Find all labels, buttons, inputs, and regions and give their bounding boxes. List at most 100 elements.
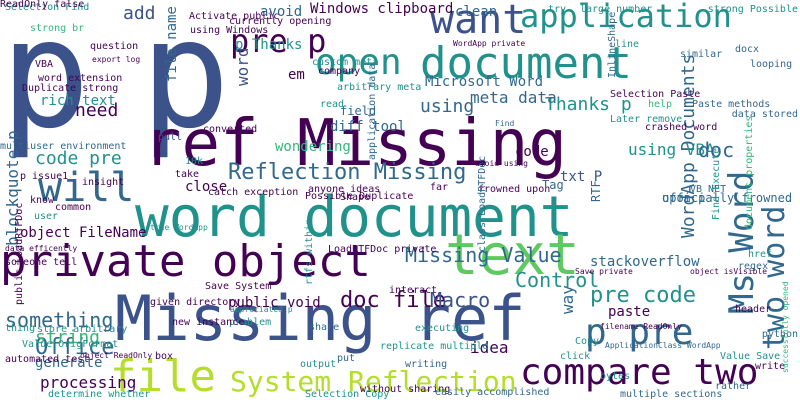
- cloud-word-similar: similar: [680, 49, 723, 60]
- cloud-word-appreciated-p: appreciated p: [230, 305, 293, 314]
- cloud-word-generate: generate: [35, 355, 103, 371]
- cloud-word-true-wordapp: true WordApp: [150, 223, 208, 232]
- cloud-word-doc: doc: [698, 138, 735, 162]
- cloud-word-control: Control: [515, 268, 600, 292]
- cloud-word-clean: clean: [455, 4, 498, 20]
- cloud-word-crashed-word: crashed word: [645, 122, 718, 133]
- cloud-word-given-directory: given directory: [150, 297, 241, 308]
- cloud-word-python: python: [761, 329, 798, 340]
- cloud-word-try: try: [548, 4, 567, 15]
- cloud-word-problem: problem: [229, 317, 272, 328]
- cloud-word-converted: converted: [203, 124, 258, 135]
- cloud-word-using: using: [420, 96, 475, 117]
- cloud-word-activate-public: Activate public: [189, 11, 280, 22]
- cloud-word-bytes: bytes: [600, 371, 631, 382]
- cloud-word-writing: writing: [405, 359, 448, 370]
- cloud-word-write: write: [755, 361, 786, 372]
- cloud-word-office: Office: [35, 335, 115, 360]
- cloud-word-rather: rather: [715, 381, 752, 392]
- cloud-word-p-issue1: p issue1: [20, 171, 69, 182]
- cloud-word-box: box: [155, 351, 174, 362]
- cloud-word-new-instance: new instance: [172, 317, 245, 328]
- cloud-word-strong-possible: strong Possible: [707, 4, 798, 15]
- cloud-word-idea: idea: [470, 338, 509, 357]
- cloud-word-put: put: [337, 353, 356, 364]
- cloud-word-meta-data: meta data: [470, 88, 557, 107]
- cloud-word-selection-find: Selection Find: [5, 2, 90, 13]
- cloud-word-private-object: private object: [0, 236, 371, 287]
- cloud-word-add: add: [123, 3, 156, 24]
- cloud-word-upon-p: upon p: [662, 191, 706, 205]
- cloud-word-need: need: [75, 100, 119, 121]
- cloud-word-compare-two: compare two: [520, 352, 759, 393]
- cloud-word-share: share: [309, 322, 340, 333]
- cloud-word-want: want: [430, 0, 527, 43]
- cloud-word-word-document: word document: [135, 185, 574, 250]
- cloud-word-possible-duplicate: Possible Duplicate: [305, 191, 414, 202]
- cloud-word-store-arbitrary: store arbitrary: [37, 324, 128, 335]
- cloud-word-avoid: avoid: [260, 4, 303, 20]
- cloud-word-selection-paste: Selection Paste: [610, 89, 701, 100]
- cloud-word-document-properties: document properties: [744, 115, 755, 230]
- cloud-word-save-private: Save private: [575, 267, 633, 276]
- cloud-word-inlineshape: InlineShape: [607, 11, 618, 78]
- cloud-word-custom-meta: custom meta: [312, 57, 379, 68]
- cloud-word-docx: docx: [735, 44, 760, 55]
- cloud-word-public-loadrtfdoc: public LoadRTFDoc: [14, 202, 25, 305]
- cloud-word-avoid-using: avoid using: [475, 159, 528, 168]
- cloud-word-using-windows: using Windows: [190, 25, 269, 36]
- cloud-word-pre-p: pre p: [230, 22, 327, 60]
- cloud-word-data-efficently: data efficently: [5, 244, 78, 253]
- cloud-word-thanks-p: Thanks p: [545, 94, 632, 115]
- cloud-word-application-data: application data: [367, 63, 378, 160]
- cloud-word-output: output: [300, 359, 337, 370]
- cloud-word-click: click: [560, 351, 591, 362]
- cloud-word-read: read: [320, 99, 345, 110]
- cloud-word-later-remove: Later remove: [610, 114, 683, 125]
- cloud-word-common: common: [55, 202, 92, 213]
- cloud-word-tag: Tag: [542, 178, 564, 192]
- cloud-word-large-number: large number: [580, 4, 653, 15]
- cloud-word-insight: insight: [82, 177, 125, 188]
- cloud-word-automated-test: automated test: [5, 354, 90, 365]
- cloud-word-easily-accomplished: easily accomplished: [435, 387, 550, 398]
- cloud-word-header: header: [735, 304, 772, 315]
- cloud-word-using-vba: using VBA: [628, 140, 715, 159]
- cloud-word-paste: paste: [608, 304, 651, 320]
- cloud-word-strong-br: strong br: [30, 23, 85, 34]
- cloud-word-p: p: [140, 0, 231, 162]
- cloud-word-regex: regex: [738, 261, 769, 272]
- cloud-word-looping: looping: [750, 59, 793, 70]
- cloud-word-vba: VBA: [35, 59, 54, 70]
- cloud-word-readonly-false: ReadOnly false: [0, 0, 85, 10]
- cloud-word-href: href: [748, 249, 773, 260]
- cloud-word-file-name: file name: [164, 6, 180, 82]
- cloud-word-applicationclass-wordapp: ApplicationClass WordApp: [605, 341, 721, 350]
- cloud-word-value-origformat: Value OrigFormat: [22, 339, 119, 350]
- cloud-word-code: code: [515, 144, 549, 160]
- cloud-word-rtfs-within: rtfs within: [304, 218, 315, 285]
- cloud-word-selection-copy: Selection Copy: [305, 389, 390, 400]
- cloud-word-p-pre: p pre: [585, 312, 694, 353]
- cloud-word-rich-text: rich text: [40, 93, 116, 109]
- cloud-word-file: file: [110, 351, 216, 400]
- cloud-word-loadrtfdoc-private: LoadRTFDoc private: [328, 244, 437, 255]
- cloud-word-field: field: [340, 104, 377, 118]
- cloud-word-way: way: [558, 285, 577, 314]
- cloud-word-thing: thing: [5, 323, 36, 334]
- cloud-word-user: user: [34, 211, 59, 222]
- cloud-word-find: Find: [495, 119, 515, 128]
- cloud-word-p: p: [0, 0, 91, 162]
- cloud-word-copy: Copy: [575, 336, 600, 347]
- cloud-word-pull: pull: [158, 132, 183, 143]
- cloud-word-multiuser-environment: multiuser environment: [0, 141, 127, 152]
- cloud-word-application: application: [520, 0, 732, 35]
- cloud-word-officially-frowned: officially frowned: [662, 191, 793, 205]
- cloud-word-frowned-upon: frowned upon: [478, 184, 551, 195]
- cloud-word-string: string: [35, 327, 101, 348]
- cloud-word-determine-whether: determine whether: [48, 389, 151, 400]
- cloud-word-em: em: [288, 67, 305, 83]
- cloud-word-wordapp-private: WordApp private: [453, 39, 526, 48]
- cloud-word-ref-missing: ref Missing: [143, 107, 567, 181]
- cloud-word-txt-p: txt P: [560, 169, 603, 185]
